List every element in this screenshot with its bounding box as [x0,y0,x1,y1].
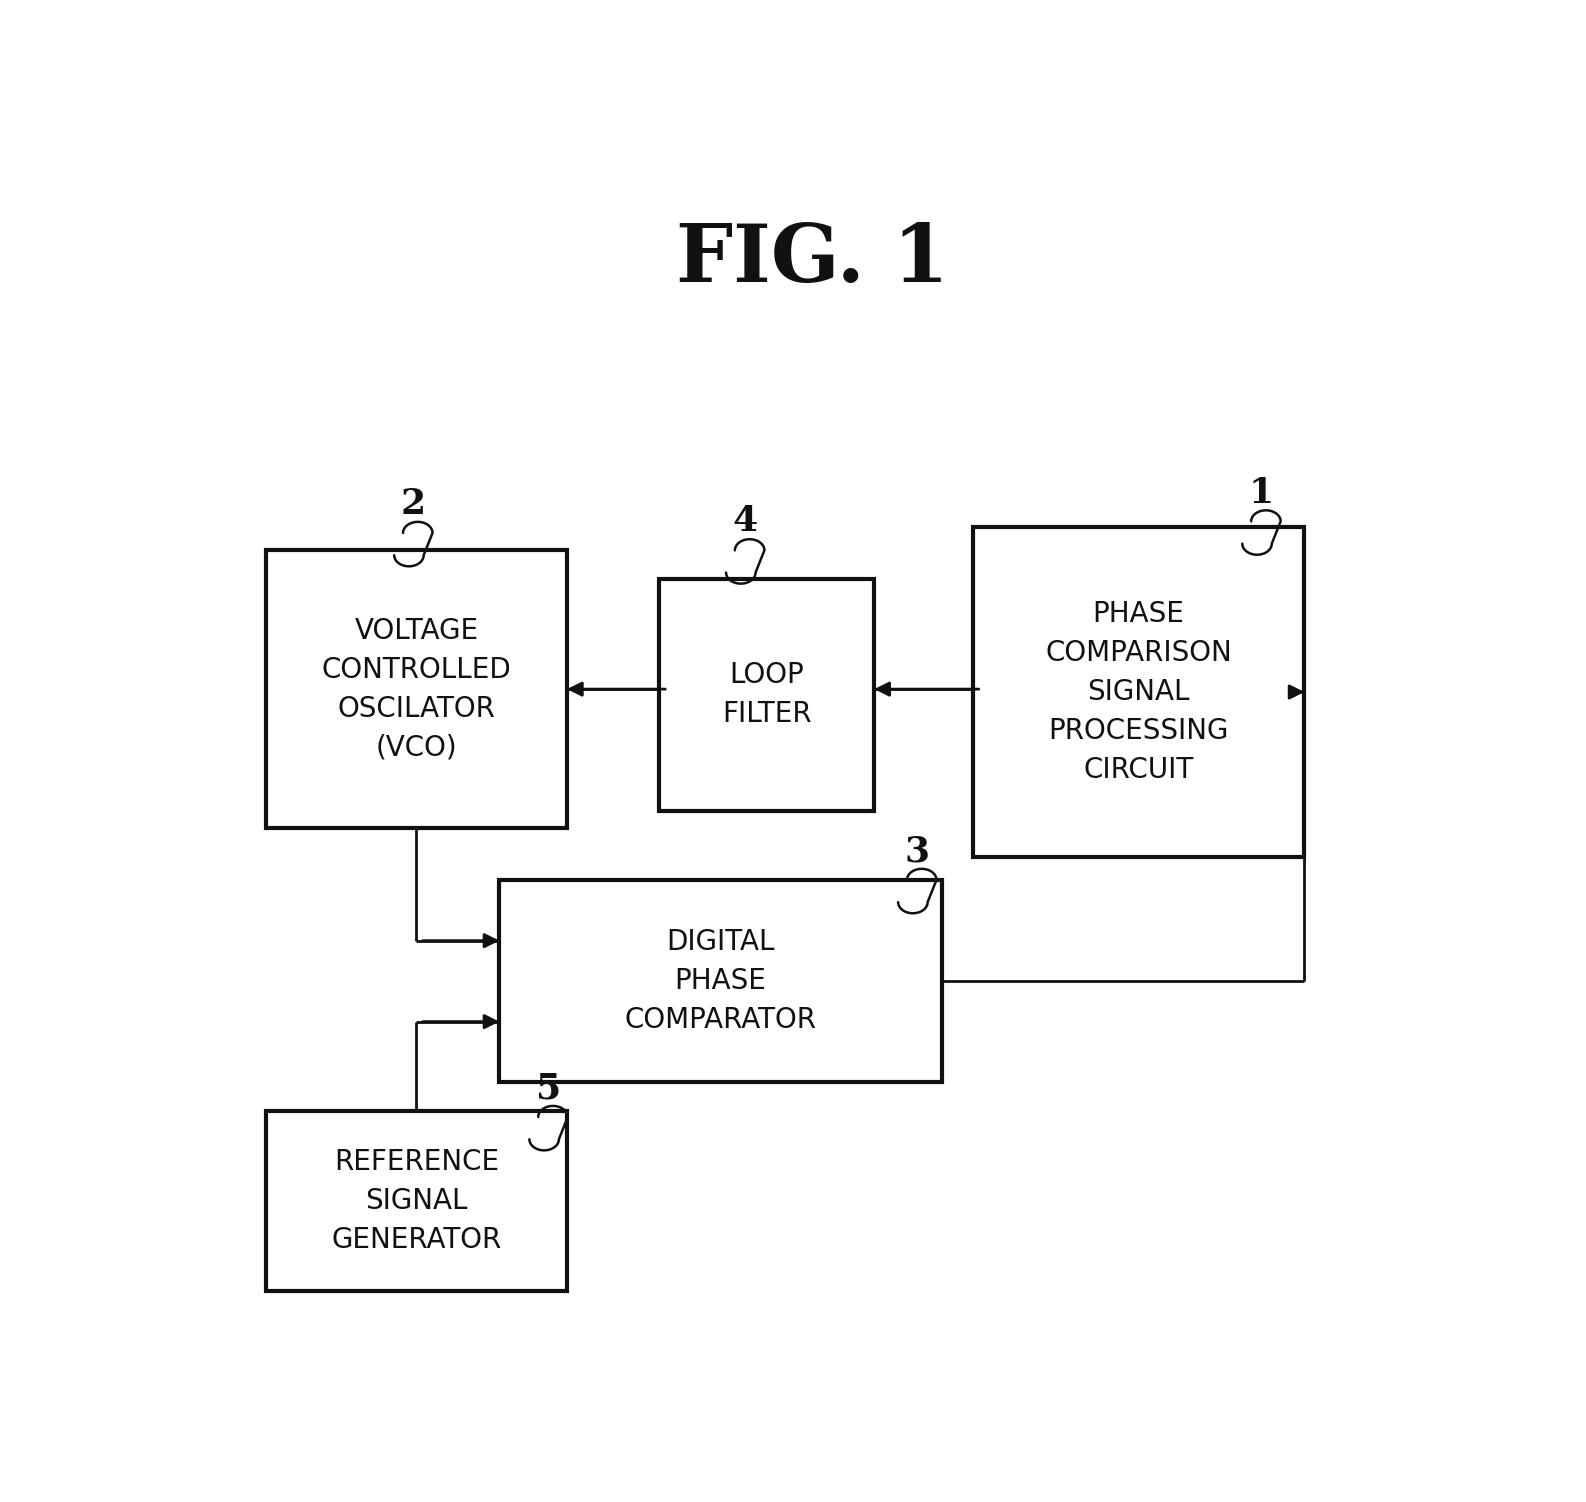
Text: DIGITAL
PHASE
COMPARATOR: DIGITAL PHASE COMPARATOR [625,928,817,1035]
Bar [266,550,568,828]
Text: FIG. 1: FIG. 1 [677,221,948,299]
Text: PHASE
COMPARISON
SIGNAL
PROCESSING
CIRCUIT: PHASE COMPARISON SIGNAL PROCESSING CIRCU… [1045,599,1232,784]
Text: 2: 2 [401,487,427,521]
Text: VOLTAGE
CONTROLLED
OSCILATOR
(VCO): VOLTAGE CONTROLLED OSCILATOR (VCO) [322,617,511,762]
Text: 5: 5 [536,1071,561,1105]
Bar [500,880,942,1083]
Bar [972,527,1305,856]
Text: LOOP
FILTER: LOOP FILTER [722,661,812,728]
Text: REFERENCE
SIGNAL
GENERATOR: REFERENCE SIGNAL GENERATOR [331,1148,501,1254]
Text: 3: 3 [904,834,929,868]
Text: 1: 1 [1248,476,1274,509]
Bar [266,1111,568,1290]
Text: 4: 4 [733,505,758,538]
Bar [660,580,874,811]
